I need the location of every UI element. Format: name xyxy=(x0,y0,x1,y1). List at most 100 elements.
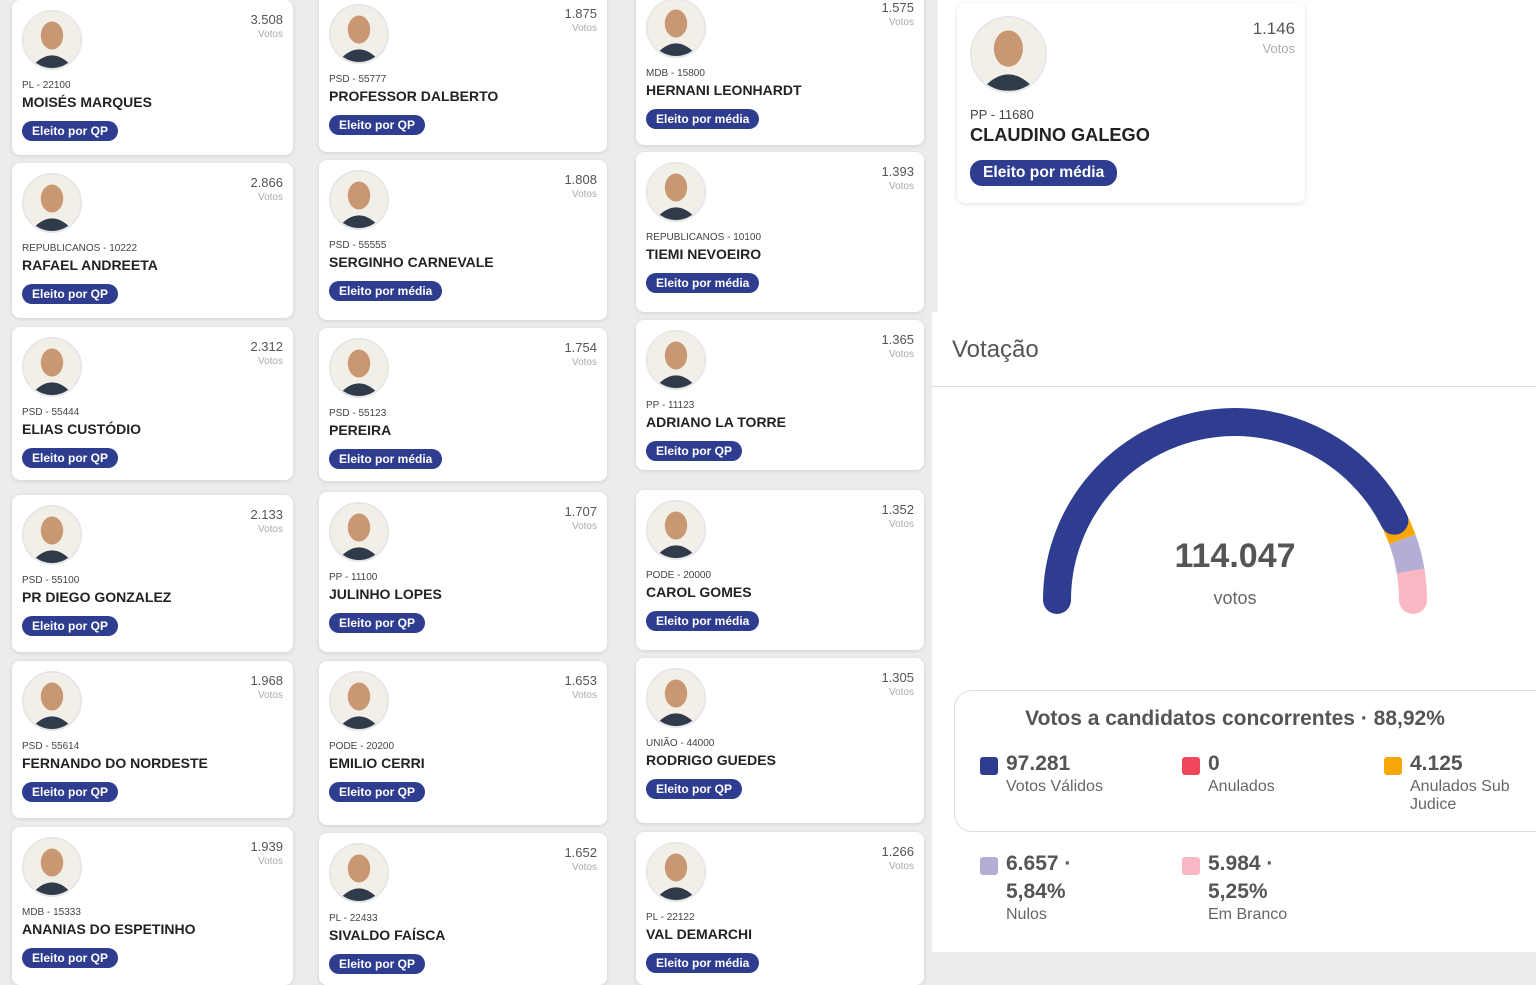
candidate-card: 2.866 Votos REPUBLICANOS - 10222 RAFAEL AND… xyxy=(12,163,293,318)
votes-label: Votos xyxy=(257,192,283,203)
votes-label: Votos xyxy=(571,189,597,200)
legend-value: 97.281 xyxy=(1006,752,1071,775)
status-badge: Eleito por QP xyxy=(22,284,119,304)
party: PSD - 55777 xyxy=(329,74,387,85)
votes: 1.575 xyxy=(881,0,914,15)
candidate-name: CAROL GOMES xyxy=(646,584,752,600)
legend-subtitle: Votos a candidatos concorrentes · 88,92% xyxy=(1025,707,1445,730)
divider xyxy=(932,386,1536,387)
candidate-card: 1.808 Votos PSD - 55555 SERGINHO CARNEVALE E… xyxy=(319,160,607,320)
candidate-card: 1.575 Votos MDB - 15800 HERNANI LEONHARDT El… xyxy=(636,0,924,145)
avatar xyxy=(329,338,389,398)
status-badge: Eleito por média xyxy=(329,281,443,301)
avatar xyxy=(970,16,1047,93)
avatar xyxy=(329,502,389,562)
candidate-card: 1.754 Votos PSD - 55123 PEREIRA Eleito por m… xyxy=(319,328,607,481)
candidate-name: SIVALDO FAÍSCA xyxy=(329,927,446,943)
gauge-total: 114.047 xyxy=(1174,537,1295,575)
avatar xyxy=(22,10,82,70)
candidate-card: 1.146 Votos PP - 11680 CLAUDINO GALEGO Eleit… xyxy=(957,3,1305,203)
avatar xyxy=(646,330,706,390)
party: REPUBLICANOS - 10222 xyxy=(22,243,138,254)
votes: 1.146 xyxy=(1252,18,1295,38)
votes: 1.808 xyxy=(564,172,597,187)
party: PSD - 55100 xyxy=(22,575,80,586)
gauge: 114.047 votos xyxy=(1043,408,1427,614)
votes: 2.133 xyxy=(250,507,283,522)
candidate-name: PROFESSOR DALBERTO xyxy=(329,88,499,104)
candidate-card: 1.305 Votos UNIÃO - 44000 RODRIGO GUEDES Ele… xyxy=(636,658,924,823)
votes-label: Votos xyxy=(257,524,283,535)
candidate-name: SERGINHO CARNEVALE xyxy=(329,254,494,270)
status-badge: Eleito por média xyxy=(646,953,760,973)
party: MDB - 15800 xyxy=(646,68,705,79)
candidate-card: 1.365 Votos PP - 11123 ADRIANO LA TORRE Elei… xyxy=(636,320,924,470)
legend-value: 4.125 xyxy=(1410,752,1463,775)
votes-label: Votos xyxy=(257,690,283,701)
votes-label: Votos xyxy=(888,519,914,530)
candidate-name: RAFAEL ANDREETA xyxy=(22,257,158,273)
candidate-name: FERNANDO DO NORDESTE xyxy=(22,755,208,771)
status-badge: Eleito por QP xyxy=(22,782,119,802)
legend-swatch xyxy=(1182,757,1200,775)
gauge-segment xyxy=(1389,534,1425,574)
status-badge: Eleito por QP xyxy=(646,779,743,799)
avatar xyxy=(22,671,82,731)
status-badge: Eleito por QP xyxy=(22,121,119,141)
votes: 1.653 xyxy=(564,673,597,688)
candidate-name: ADRIANO LA TORRE xyxy=(646,414,786,430)
party: PODE - 20200 xyxy=(329,741,395,752)
legend-box: Votos a candidatos concorrentes · 88,92% xyxy=(954,690,1536,832)
party: REPUBLICANOS - 10100 xyxy=(646,232,762,243)
votes: 1.365 xyxy=(881,332,914,347)
status-badge: Eleito por média xyxy=(329,449,443,469)
status-badge: Eleito por média xyxy=(646,273,760,293)
votes-label: Votos xyxy=(571,690,597,701)
avatar xyxy=(646,0,706,58)
candidate-card: 1.393 Votos REPUBLICANOS - 10100 TIEMI NEVO… xyxy=(636,152,924,312)
status-badge: Eleito por QP xyxy=(22,948,119,968)
candidate-name: JULINHO LOPES xyxy=(329,586,442,602)
candidate-name: PR DIEGO GONZALEZ xyxy=(22,589,172,605)
votes-label: Votos xyxy=(888,861,914,872)
votes: 1.652 xyxy=(564,845,597,860)
avatar xyxy=(646,500,706,560)
legend-name: Votos Válidos xyxy=(1006,778,1103,795)
party: UNIÃO - 44000 xyxy=(646,738,715,749)
avatar xyxy=(329,843,389,903)
gauge-unit: votos xyxy=(1213,588,1256,608)
votes: 1.393 xyxy=(881,164,914,179)
legend-swatch xyxy=(1384,757,1402,775)
votes-label: Votos xyxy=(888,181,914,192)
avatar xyxy=(22,337,82,397)
votes-label: Votos xyxy=(571,23,597,34)
legend-value: 6.657 xyxy=(1006,852,1071,876)
party: PP - 11680 xyxy=(970,107,1034,122)
votes: 1.305 xyxy=(881,670,914,685)
candidate-card: 2.312 Votos PSD - 55444 ELIAS CUSTÓDIO Eleit… xyxy=(12,327,293,480)
avatar xyxy=(22,837,82,897)
votes: 1.352 xyxy=(881,502,914,517)
candidate-name: EMILIO CERRI xyxy=(329,755,425,771)
candidate-card: 1.968 Votos PSD - 55614 FERNANDO DO NORDEST… xyxy=(12,661,293,818)
status-badge: Eleito por QP xyxy=(329,954,426,974)
party: PSD - 55614 xyxy=(22,741,80,752)
votes-label: Votos xyxy=(888,17,914,28)
party: PP - 11123 xyxy=(646,400,695,411)
votes: 1.939 xyxy=(250,839,283,854)
legend-name: Anulados Sub Judice xyxy=(1410,778,1510,813)
votes-label: Votos xyxy=(571,357,597,368)
legend-name: Nulos xyxy=(1006,906,1047,923)
votes-label: Votos xyxy=(571,862,597,873)
candidate-name: HERNANI LEONHARDT xyxy=(646,82,802,98)
votes-label: Votos xyxy=(257,29,283,40)
candidate-card: 1.652 Votos PL - 22433 SIVALDO FAÍSCA Eleito… xyxy=(319,833,607,985)
votacao-panel: Votação 114.047 votos Votos a candidatos… xyxy=(932,312,1536,952)
votes-label: Votos xyxy=(571,521,597,532)
candidate-name: MOISÉS MARQUES xyxy=(22,94,152,110)
panel-title: Votação xyxy=(952,336,1039,363)
votes: 2.866 xyxy=(250,175,283,190)
legend-name: Em Branco xyxy=(1208,906,1288,923)
candidate-card: 2.133 Votos PSD - 55100 PR DIEGO GONZALEZ El… xyxy=(12,495,293,652)
